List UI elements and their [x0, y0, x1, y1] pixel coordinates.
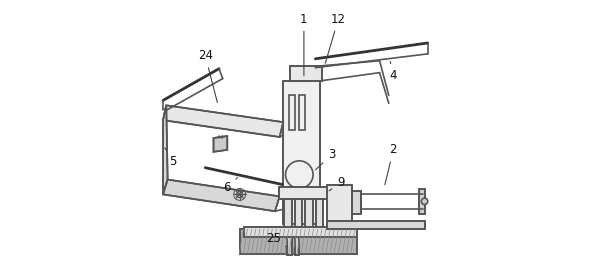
Polygon shape	[284, 199, 292, 227]
Text: 2: 2	[385, 143, 397, 185]
Text: 24: 24	[198, 49, 217, 103]
Polygon shape	[290, 66, 322, 81]
Polygon shape	[294, 237, 299, 255]
Polygon shape	[279, 188, 329, 199]
Circle shape	[421, 198, 428, 204]
Polygon shape	[327, 221, 425, 229]
Text: 4: 4	[389, 61, 397, 82]
Polygon shape	[163, 180, 280, 211]
Text: 5: 5	[165, 148, 177, 168]
Circle shape	[236, 191, 243, 198]
Text: 6: 6	[224, 177, 237, 194]
Text: 25: 25	[266, 232, 287, 247]
Polygon shape	[294, 199, 302, 227]
Text: 1: 1	[300, 13, 307, 76]
Polygon shape	[327, 185, 352, 221]
Text: 3: 3	[316, 148, 335, 170]
Polygon shape	[163, 105, 168, 194]
Polygon shape	[352, 191, 361, 214]
Polygon shape	[283, 81, 320, 224]
Polygon shape	[287, 237, 292, 255]
Polygon shape	[240, 229, 357, 254]
Polygon shape	[163, 105, 283, 137]
Polygon shape	[419, 189, 425, 214]
Text: 9: 9	[329, 176, 345, 191]
Polygon shape	[316, 199, 323, 227]
Text: 12: 12	[325, 13, 346, 63]
Polygon shape	[214, 136, 227, 152]
Polygon shape	[244, 227, 357, 237]
Polygon shape	[305, 199, 313, 227]
